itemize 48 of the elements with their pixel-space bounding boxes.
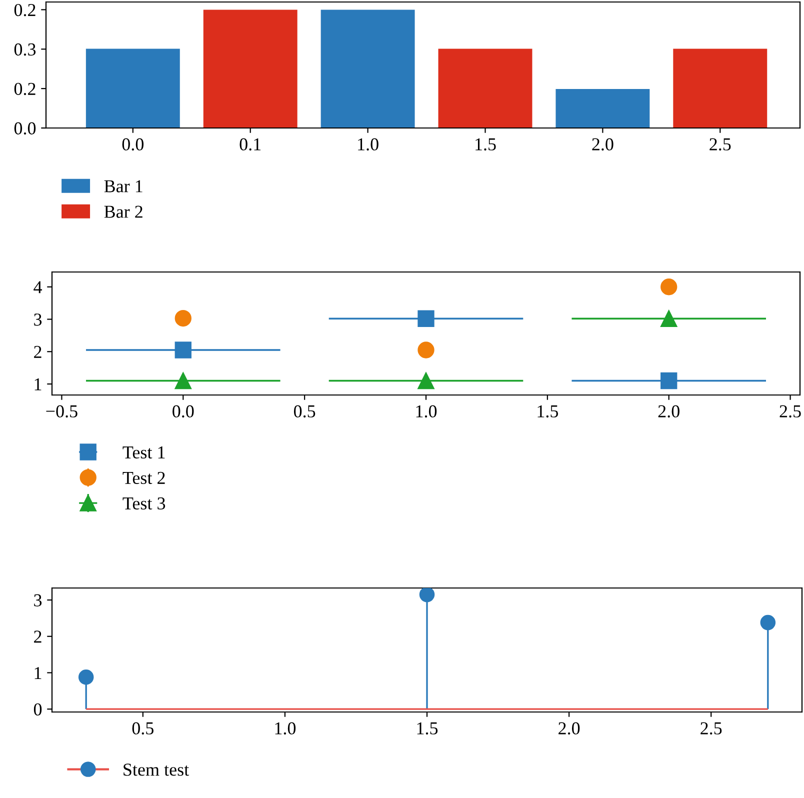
x-tick-label: 0.0	[172, 405, 194, 418]
legend-label: Test 2	[122, 472, 165, 484]
point	[660, 372, 678, 390]
legend-label: Stem test	[124, 764, 190, 776]
legend-label: Bar 1	[104, 180, 142, 192]
y-tick-label: 2	[34, 346, 42, 358]
point	[660, 310, 678, 327]
text: 0.2	[14, 82, 36, 96]
point	[174, 342, 192, 358]
x-tick-label: 1.5	[538, 405, 558, 418]
x-tick-label: 0.5	[132, 722, 154, 735]
legend-label: Test 3	[122, 497, 166, 510]
point	[418, 372, 434, 390]
x-tick-label: 2.5	[700, 722, 722, 735]
x-tick-label: 1.5	[417, 722, 438, 735]
x-tick-label: 2.0	[658, 405, 680, 418]
x-tick-label: 2.5	[710, 138, 731, 151]
y-tick-label: 1	[34, 378, 42, 390]
legend-label: Bar 2	[104, 206, 142, 218]
y-tick-label: 1	[34, 667, 42, 679]
legend-label: Test 1	[122, 446, 165, 459]
point	[418, 342, 434, 358]
point	[174, 372, 192, 390]
point	[78, 669, 94, 685]
x-tick-label: 2.0	[558, 722, 580, 735]
x-tick-label: 2.5	[780, 405, 801, 418]
point	[760, 614, 776, 630]
x-tick-label: 0.1	[240, 138, 261, 151]
y-tick-label: 0	[34, 703, 42, 716]
y-tick-label: 3	[34, 594, 42, 606]
text: 0.0	[14, 122, 36, 135]
x-tick-label: −0.5	[46, 405, 78, 418]
x-tick-label: 1.0	[358, 138, 378, 151]
point	[660, 278, 678, 296]
text: 0.2	[14, 4, 36, 16]
y-tick-label: 4	[34, 281, 42, 294]
x-tick-label: 0.5	[294, 405, 316, 418]
text: 0.3	[14, 43, 36, 56]
y-tick-label: 2	[34, 630, 42, 643]
x-tick-label: 1.5	[476, 138, 496, 151]
y-tick-label: 3	[34, 314, 42, 326]
x-tick-label: 0.0	[122, 138, 144, 151]
point	[419, 588, 435, 602]
x-tick-label: 2.0	[592, 138, 614, 151]
x-tick-label: 1.0	[275, 722, 296, 735]
point	[418, 310, 434, 327]
point	[174, 310, 192, 327]
x-tick-label: 1.0	[416, 405, 437, 418]
